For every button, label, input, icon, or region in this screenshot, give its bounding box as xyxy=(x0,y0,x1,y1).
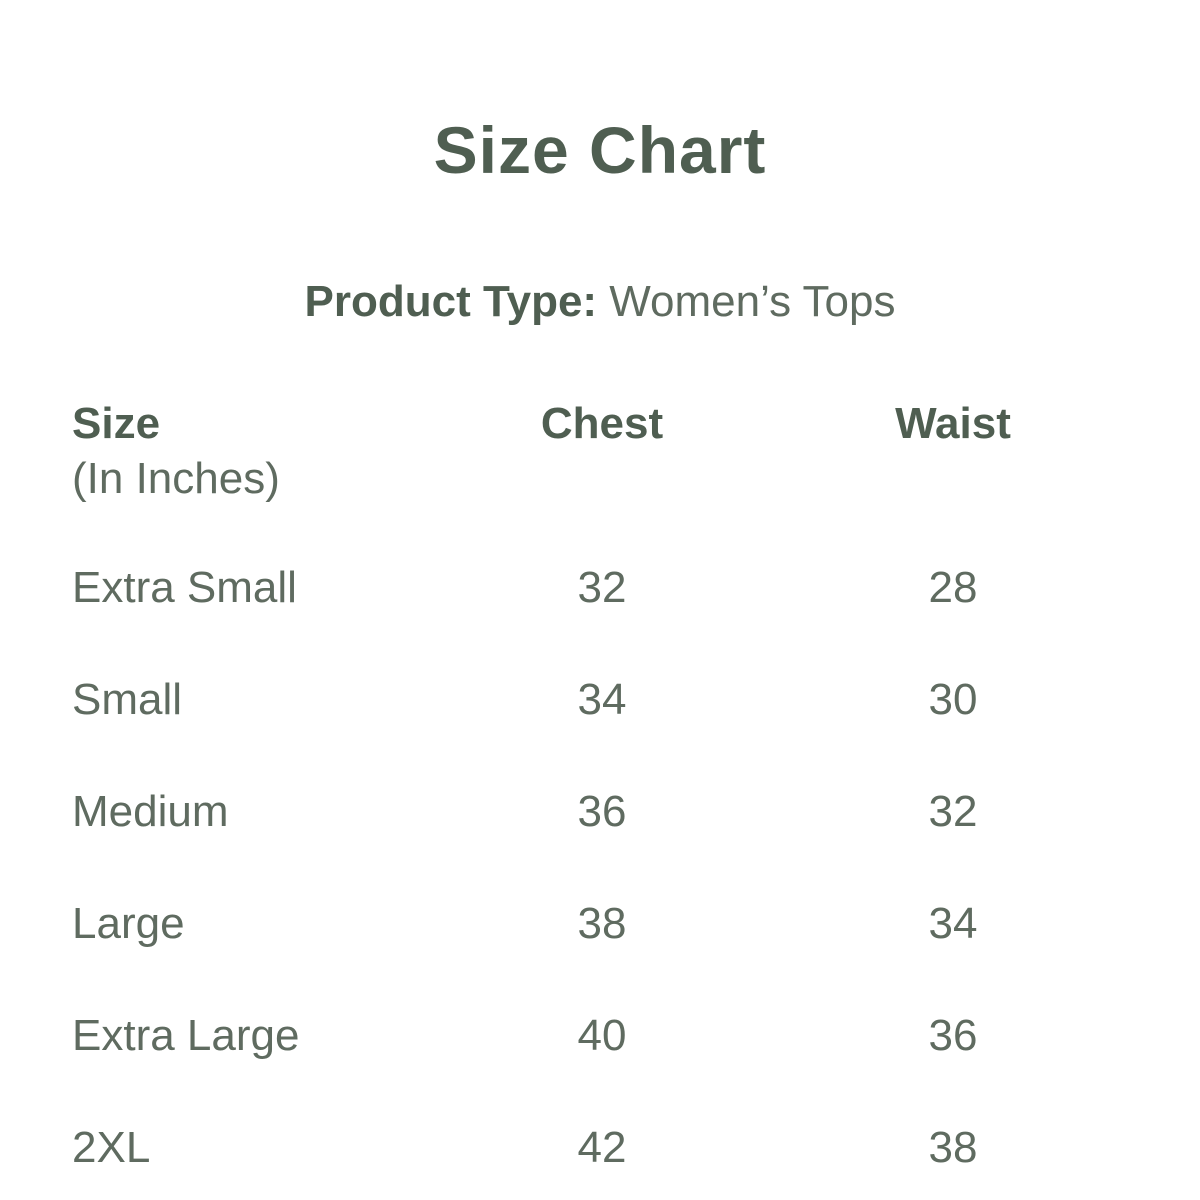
cell-waist: 36 xyxy=(928,1010,978,1060)
column-header-waist: Waist xyxy=(895,398,1011,448)
cell-size: 2XL xyxy=(72,1122,151,1172)
cell-chest: 40 xyxy=(577,1010,627,1060)
cell-waist: 34 xyxy=(928,898,978,948)
column-header-size-sublabel: (In Inches) xyxy=(72,453,280,503)
cell-size: Medium xyxy=(72,786,229,836)
column-header-size: Size (In Inches) xyxy=(72,396,422,506)
cell-chest: 36 xyxy=(577,786,627,836)
column-header-size-label: Size xyxy=(72,398,161,448)
table-rows: Extra Small 32 28 Small 34 30 Medium 36 … xyxy=(72,532,1124,1200)
cell-chest: 38 xyxy=(577,898,627,948)
cell-size: Extra Large xyxy=(72,1010,300,1060)
cell-waist: 38 xyxy=(928,1122,978,1172)
cell-waist: 32 xyxy=(928,786,978,836)
product-type: Product Type: Women’s Tops xyxy=(0,277,1200,328)
cell-size: Large xyxy=(72,898,185,948)
cell-waist: 28 xyxy=(928,562,978,612)
column-header-chest: Chest xyxy=(540,398,664,448)
product-type-label: Product Type: xyxy=(304,277,598,327)
cell-chest: 32 xyxy=(577,562,627,612)
cell-chest: 34 xyxy=(577,674,627,724)
cell-size: Extra Small xyxy=(72,562,297,612)
cell-chest: 42 xyxy=(577,1122,627,1172)
size-table: Size (In Inches) Chest Waist Extra Small… xyxy=(0,396,1200,1200)
cell-size: Small xyxy=(72,674,183,724)
cell-waist: 30 xyxy=(928,674,978,724)
product-type-value: Women’s Tops xyxy=(609,277,896,327)
page-title: Size Chart xyxy=(433,113,767,187)
